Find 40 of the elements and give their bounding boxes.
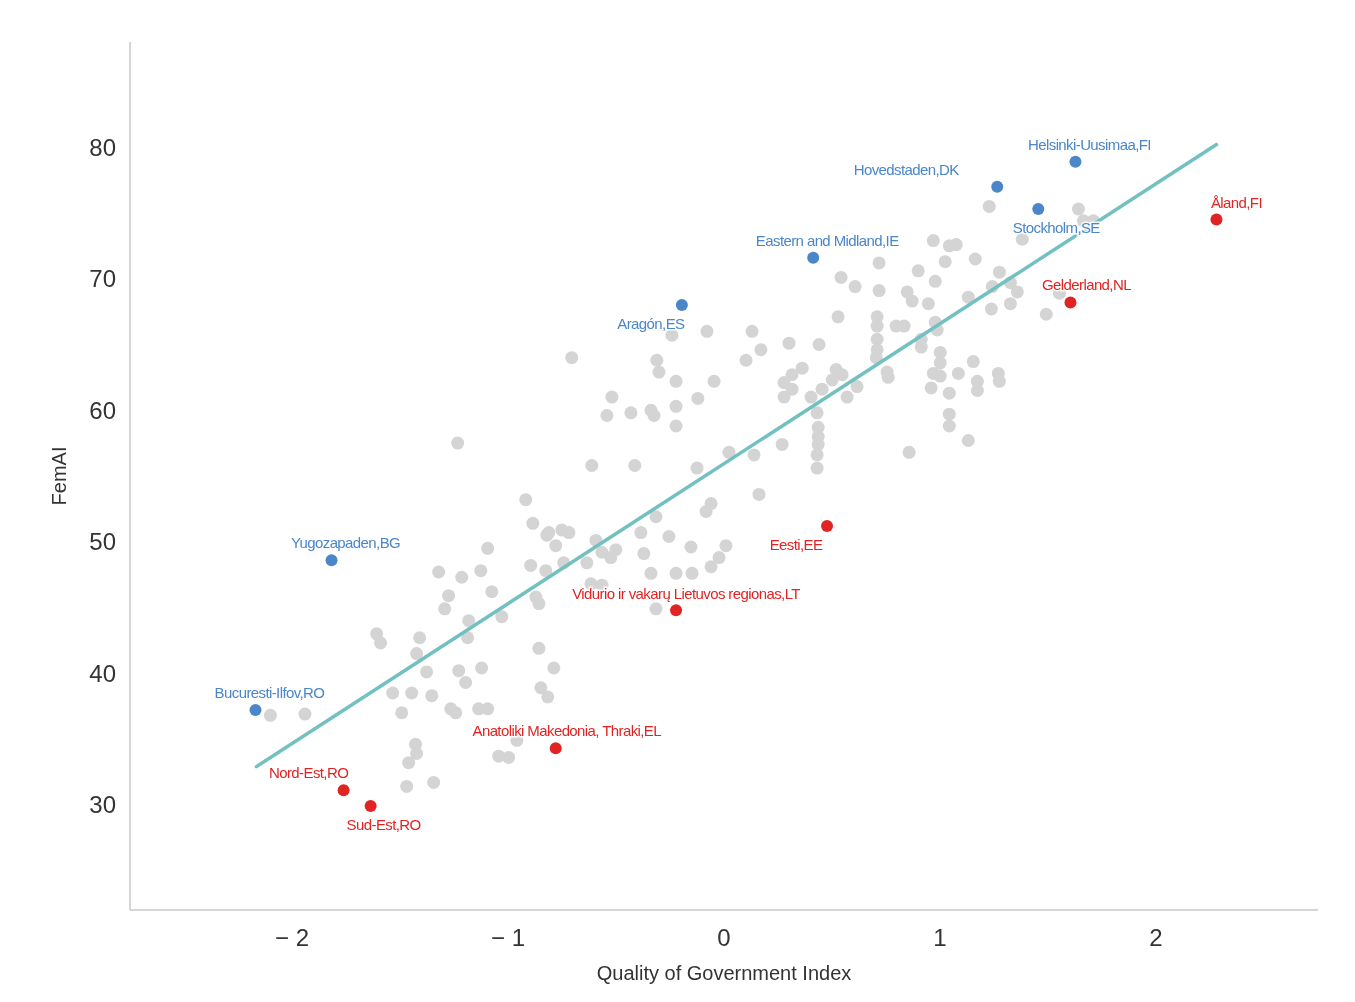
series-label: Nord-Est,RO [269,764,349,782]
y-tick-label: 30 [89,791,116,819]
point [549,742,562,755]
x-tick-label: 0 [717,924,731,951]
x-tick-label: − 1 [490,924,526,951]
point [249,704,262,717]
x-tick-label: − 2 [274,924,310,951]
y-tick-label: 80 [89,133,116,161]
y-tick-label: 70 [89,265,116,293]
series-label: Aragón,ES [617,315,686,333]
series-label: Sud-Est,RO [346,816,421,834]
point [675,299,688,312]
point [1064,296,1077,309]
series-label: Yugozapaden,BG [290,534,401,552]
y-axis-title: FemAI [48,446,70,506]
point [991,180,1004,193]
text: Hovedstaden,DK [853,160,960,178]
point [325,554,338,567]
series-label: Eesti,EE [769,535,823,553]
x-tick-label: 1 [933,924,947,951]
x-axis-title: Quality of Government Index [596,962,852,984]
point [670,604,683,617]
point [807,251,820,264]
point [337,784,350,797]
series-label: Helsinki-Uusimaa,FI [1028,135,1151,153]
y-tick-label: 50 [89,528,116,556]
point [364,800,377,813]
point [1210,213,1223,226]
y-tick-label: 40 [89,659,116,687]
y-tick-label: 60 [89,396,116,424]
series-label: Bucuresti-Ilfov,RO [214,684,325,702]
series-label: Eastern and Midland,IE [755,231,900,249]
series-label: Anatoliki Makedonia, Thraki,EL [472,722,662,740]
point [821,519,834,532]
point [1069,155,1082,168]
x-tick-label: 2 [1149,924,1163,951]
series-label: Åland,FI [1210,193,1263,211]
point [1032,203,1045,216]
series-label: Gelderland,NL [1042,276,1132,294]
series-label: Vidurio ir vakarų Lietuvos regionas,LT [572,585,801,603]
